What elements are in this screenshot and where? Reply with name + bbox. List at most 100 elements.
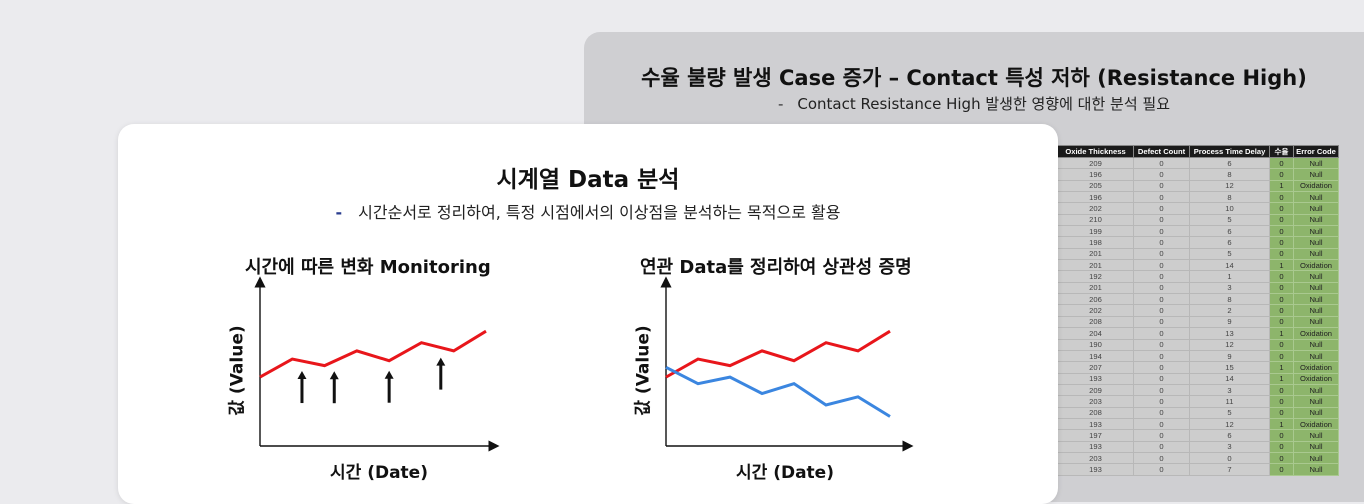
table-cell: 0 bbox=[1269, 406, 1294, 419]
subtitle-dash: - bbox=[335, 203, 343, 222]
table-row: 208 0 9 0 Null bbox=[1057, 315, 1339, 329]
subtitle-dash: - bbox=[777, 95, 784, 113]
table-cell: 0 bbox=[1133, 247, 1190, 261]
table-cell: 0 bbox=[1269, 156, 1294, 170]
table-cell: 0 bbox=[1269, 191, 1294, 204]
table-row: 201 0 5 0 Null bbox=[1057, 247, 1339, 261]
series-line-1 bbox=[665, 329, 891, 379]
table-cell: Null bbox=[1293, 429, 1339, 442]
table-cell: 197 bbox=[1057, 429, 1134, 442]
table-cell: Null bbox=[1293, 156, 1339, 170]
table-cell: Null bbox=[1293, 236, 1339, 249]
foreground-subtitle-text: 시간순서로 정리하여, 특정 시점에서의 이상점을 분석하는 목적으로 활용 bbox=[358, 203, 841, 222]
anomaly-arrow-head bbox=[297, 371, 307, 380]
table-row: 193 0 3 0 Null bbox=[1057, 440, 1339, 453]
table-cell: 9 bbox=[1189, 349, 1270, 363]
table-cell: Null bbox=[1293, 395, 1339, 408]
table-cell: 0 bbox=[1269, 213, 1294, 227]
table-cell: 13 bbox=[1189, 327, 1270, 340]
table-cell: Oxidation bbox=[1293, 372, 1339, 385]
chart-1-title: 시간에 따른 변화 Monitoring bbox=[245, 257, 491, 278]
chart-2-y-axis-label: 값 (Value) bbox=[633, 325, 654, 416]
table-cell: 2 bbox=[1189, 304, 1270, 317]
table-cell: 8 bbox=[1189, 293, 1270, 306]
table-cell: 0 bbox=[1269, 304, 1294, 317]
table-cell: 8 bbox=[1189, 191, 1270, 204]
table-cell: 202 bbox=[1057, 202, 1134, 215]
anomaly-arrow-head bbox=[329, 371, 339, 380]
table-cell: 0 bbox=[1269, 281, 1294, 295]
table-cell: 12 bbox=[1189, 417, 1270, 431]
table-cell: 0 bbox=[1133, 315, 1190, 329]
table-row: 209 0 6 0 Null bbox=[1057, 156, 1339, 170]
table-cell: 0 bbox=[1133, 293, 1190, 306]
table-cell: 206 bbox=[1057, 293, 1134, 306]
table-cell: 0 bbox=[1269, 247, 1294, 261]
table-cell: 7 bbox=[1189, 463, 1270, 476]
table-cell: 0 bbox=[1133, 463, 1190, 476]
table-row: 198 0 6 0 Null bbox=[1057, 236, 1339, 249]
table-cell: Null bbox=[1293, 349, 1339, 363]
table-cell: Null bbox=[1293, 225, 1339, 238]
table-cell: 204 bbox=[1057, 327, 1134, 340]
table-row: 193 0 14 1 Oxidation bbox=[1057, 372, 1339, 385]
table-cell: 0 bbox=[1133, 236, 1190, 249]
table-cell: 0 bbox=[1269, 270, 1294, 283]
chart-correlation bbox=[660, 276, 914, 452]
table-cell: 0 bbox=[1133, 417, 1190, 431]
table-cell: 1 bbox=[1269, 259, 1294, 272]
table-cell: 192 bbox=[1057, 270, 1134, 283]
table-cell: 0 bbox=[1133, 191, 1190, 204]
table-cell: 208 bbox=[1057, 406, 1134, 419]
table-cell: 0 bbox=[1133, 270, 1190, 283]
table-cell: 1 bbox=[1269, 372, 1294, 385]
table-cell: Null bbox=[1293, 406, 1339, 419]
table-cell: 0 bbox=[1269, 429, 1294, 442]
table-cell: Null bbox=[1293, 293, 1339, 306]
chart-monitoring bbox=[254, 276, 500, 452]
process-data-table: Oxide Thickness Defect Count Process Time … bbox=[1057, 145, 1339, 476]
table-cell: 0 bbox=[1269, 440, 1294, 453]
table-cell: Null bbox=[1293, 463, 1339, 476]
table-row: 203 0 0 0 Null bbox=[1057, 451, 1339, 465]
table-cell: 207 bbox=[1057, 361, 1134, 374]
chart-2-x-axis-label: 시간 (Date) bbox=[736, 463, 834, 483]
anomaly-arrow-head bbox=[436, 357, 446, 366]
table-cell: 199 bbox=[1057, 225, 1134, 238]
table-cell: 198 bbox=[1057, 236, 1134, 249]
table-cell: Oxidation bbox=[1293, 259, 1339, 272]
table-cell: 208 bbox=[1057, 315, 1134, 329]
table-cell: 0 bbox=[1269, 349, 1294, 363]
table-cell: Oxidation bbox=[1293, 327, 1339, 340]
chart-1-x-axis-label: 시간 (Date) bbox=[330, 463, 428, 483]
table-header-cell: Process Time Delay bbox=[1189, 145, 1270, 158]
table-row: 205 0 12 1 Oxidation bbox=[1057, 179, 1339, 193]
chart-1-y-axis-label: 값 (Value) bbox=[227, 325, 248, 416]
table-cell: 0 bbox=[1133, 372, 1190, 385]
anomaly-arrow-head bbox=[384, 370, 394, 379]
table-header-cell: Oxide Thickness bbox=[1057, 145, 1134, 158]
table-cell: Null bbox=[1293, 270, 1339, 283]
table-row: 207 0 15 1 Oxidation bbox=[1057, 361, 1339, 374]
table-cell: Null bbox=[1293, 281, 1339, 295]
table-cell: 205 bbox=[1057, 179, 1134, 193]
table-cell: Oxidation bbox=[1293, 179, 1339, 193]
table-cell: 1 bbox=[1269, 361, 1294, 374]
table-header-cell: Error Code bbox=[1293, 145, 1339, 158]
table-cell: Null bbox=[1293, 247, 1339, 261]
table-row: 197 0 6 0 Null bbox=[1057, 429, 1339, 442]
table-cell: 0 bbox=[1133, 179, 1190, 193]
table-row: 201 0 14 1 Oxidation bbox=[1057, 259, 1339, 272]
table-cell: 1 bbox=[1269, 417, 1294, 431]
table-cell: 0 bbox=[1133, 406, 1190, 419]
table-cell: 0 bbox=[1269, 202, 1294, 215]
table-row: 196 0 8 0 Null bbox=[1057, 191, 1339, 204]
foreground-slide: 시계열 Data 분석 - 시간순서로 정리하여, 특정 시점에서의 이상점을 분… bbox=[118, 124, 1058, 504]
table-cell: Null bbox=[1293, 191, 1339, 204]
table-cell: 0 bbox=[1269, 395, 1294, 408]
table-cell: 0 bbox=[1133, 213, 1190, 227]
table-header-cell: 수율 bbox=[1269, 145, 1294, 158]
table-cell: 0 bbox=[1133, 156, 1190, 170]
table-cell: 0 bbox=[1133, 349, 1190, 363]
table-cell: 0 bbox=[1133, 225, 1190, 238]
